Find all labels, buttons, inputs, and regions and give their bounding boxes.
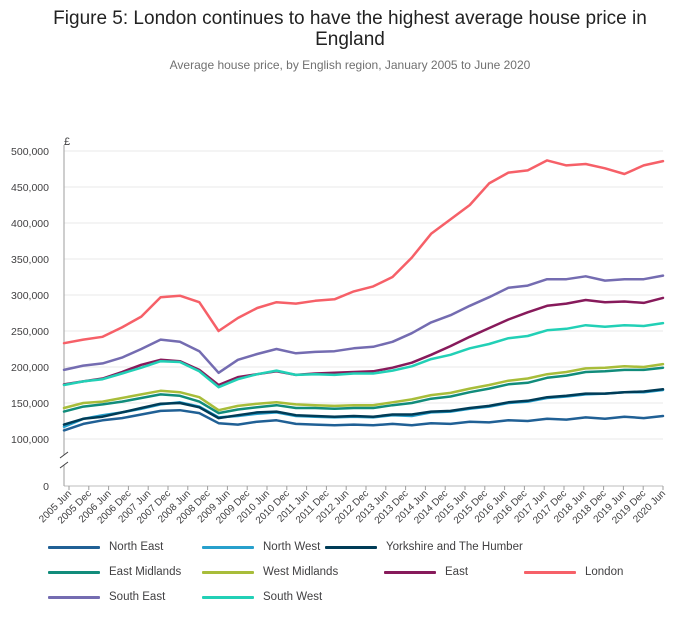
axes: 500,000 450,000 400,000 350,000 300,000 250,0… xyxy=(11,136,70,493)
y-tick-label: 250,000 xyxy=(11,326,49,338)
legend-swatch xyxy=(524,570,576,574)
legend-label: East Midlands xyxy=(109,566,182,578)
y-tick-label: 400,000 xyxy=(11,218,49,230)
legend-swatch xyxy=(202,595,254,599)
legend-label: South West xyxy=(263,591,323,603)
series-line-north-east xyxy=(62,408,665,432)
y-tick-label: 150,000 xyxy=(11,398,49,410)
y-tick-label: 200,000 xyxy=(11,362,49,374)
legend-item-east: East xyxy=(384,566,468,578)
axis-break-mark xyxy=(59,451,69,459)
axis-break-mark xyxy=(59,461,69,469)
y-tick-label: 350,000 xyxy=(11,254,49,266)
series-line-yorkshire xyxy=(62,388,665,426)
legend-label: North East xyxy=(109,541,164,553)
series-line-east xyxy=(62,296,665,387)
series-line-london xyxy=(62,159,665,345)
legend-swatch xyxy=(325,545,377,549)
legend-item-east-midlands: East Midlands xyxy=(48,566,181,578)
y-axis-unit-label: £ xyxy=(64,136,70,148)
legend-label: London xyxy=(585,566,624,578)
legend-label: North West xyxy=(263,541,321,553)
y-tick-label: 100,000 xyxy=(11,434,49,446)
legend-label: West Midlands xyxy=(263,566,339,578)
legend-item-south-east: South East xyxy=(48,591,165,603)
legend-swatch xyxy=(48,570,100,574)
series-line-east-midlands xyxy=(62,366,665,415)
legend-item-west-midlands: West Midlands xyxy=(202,566,338,578)
legend-swatch xyxy=(48,595,100,599)
legend-label: Yorkshire and The Humber xyxy=(386,541,523,553)
chart-subtitle: Average house price, by English region, … xyxy=(169,58,531,72)
y-tick-label-zero: 0 xyxy=(43,481,49,493)
series-line-south-west xyxy=(62,321,665,389)
legend-label: East xyxy=(445,566,469,578)
legend-item-south-west: South West xyxy=(202,591,322,603)
gridlines xyxy=(64,150,663,487)
legend-swatch xyxy=(384,570,436,574)
chart-title: Figure 5: London continues to have the h… xyxy=(53,8,647,50)
y-tick-label: 500,000 xyxy=(11,146,49,158)
legend-swatch xyxy=(48,545,100,549)
y-tick-label: 450,000 xyxy=(11,182,49,194)
series-lines xyxy=(62,159,665,432)
legend-item-north-east: North East xyxy=(48,541,163,553)
y-tick-label: 300,000 xyxy=(11,290,49,302)
series-line-south-east xyxy=(62,274,665,375)
legend-label: South East xyxy=(109,591,166,603)
legend-item-london: London xyxy=(524,566,623,578)
legend-item-north-west: North West xyxy=(202,541,320,553)
series-line-west-midlands xyxy=(62,362,665,412)
legend-swatch xyxy=(202,545,254,549)
legend-item-yorkshire: Yorkshire and The Humber xyxy=(325,541,523,553)
legend-swatch xyxy=(202,570,254,574)
